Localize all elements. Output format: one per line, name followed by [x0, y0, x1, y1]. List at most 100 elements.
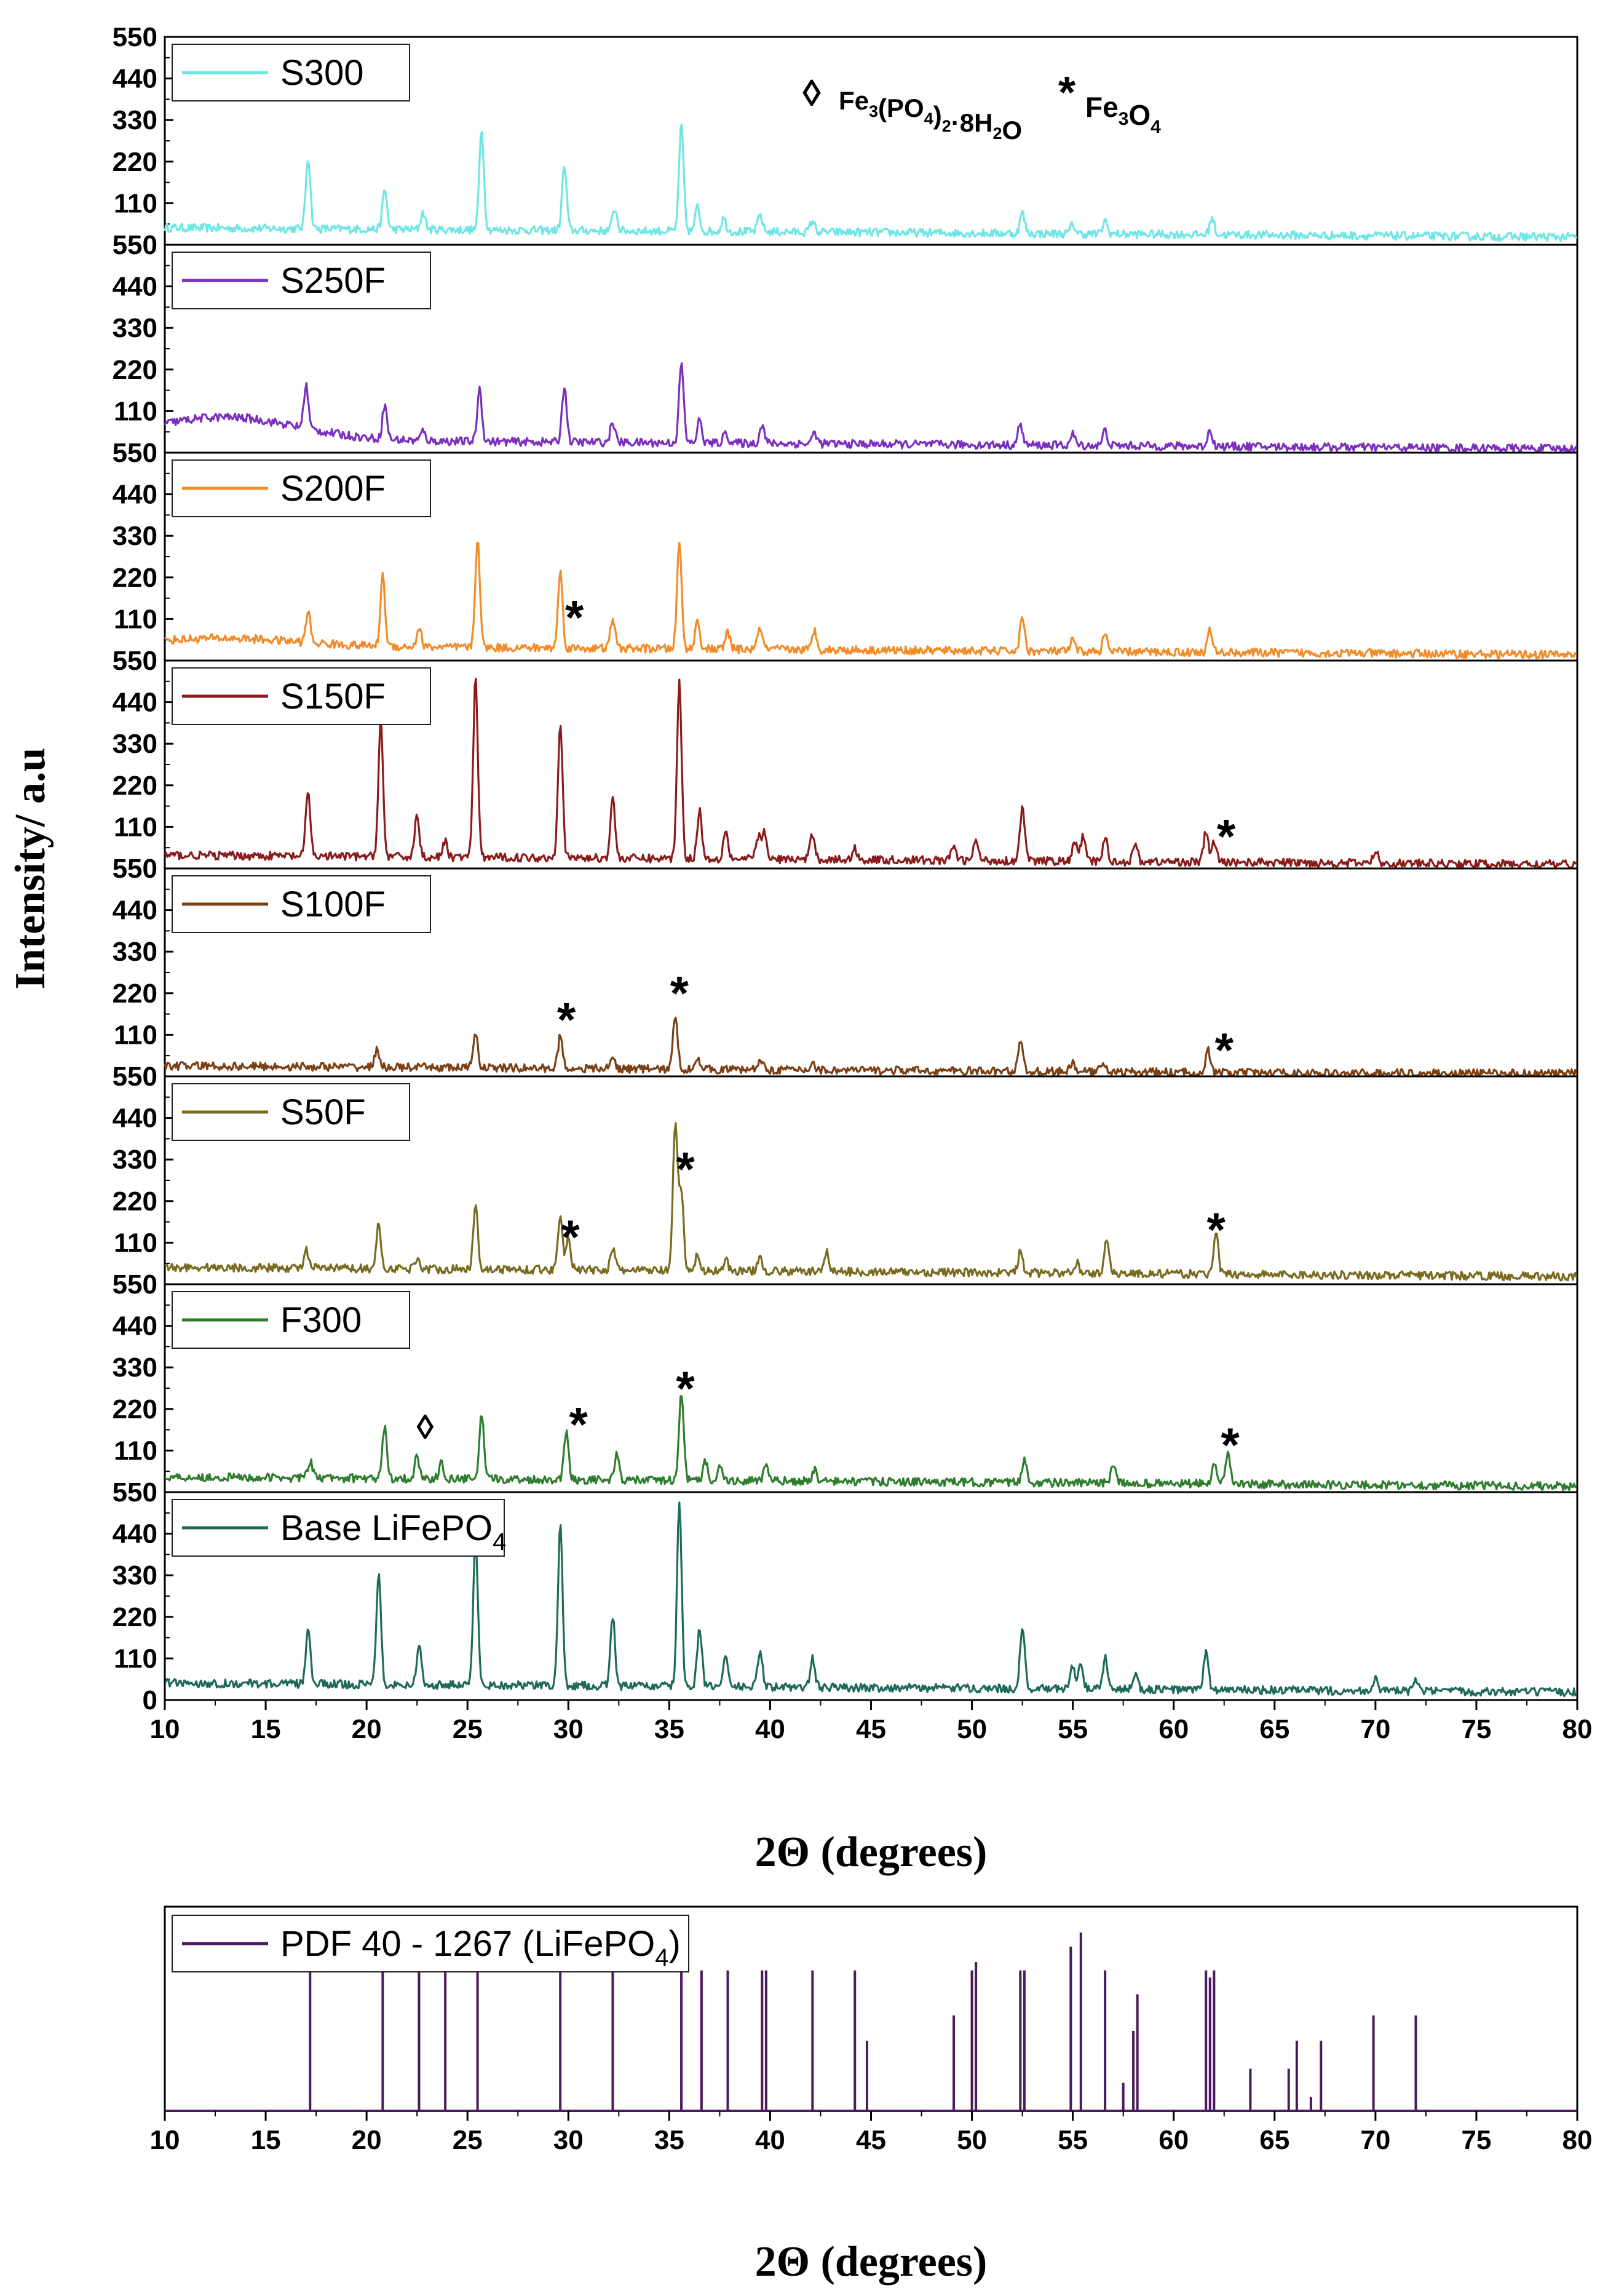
xrd-line-f300: [164, 1395, 1577, 1492]
x-tick-label: 10: [150, 1714, 180, 1744]
y-tick-label: 110: [114, 396, 157, 426]
y-tick-label: 220: [113, 147, 157, 177]
x-tick-label: 35: [654, 2125, 684, 2155]
legend-label: F300: [280, 1300, 362, 1340]
y-tick-label: 440: [113, 64, 157, 94]
y-tick-label: 330: [113, 1353, 157, 1383]
fe3o4-marker: *: [676, 1361, 695, 1415]
x-tick-label: 70: [1360, 2125, 1390, 2155]
y-tick-label: 110: [114, 1643, 157, 1674]
x-tick-label: 70: [1360, 1714, 1390, 1744]
fe3o4-marker: *: [557, 993, 576, 1047]
x-tick-label: 65: [1259, 1714, 1289, 1744]
y-tick-label: 550: [113, 438, 157, 468]
y-tick-label: 220: [113, 355, 157, 385]
y-tick-label: 440: [113, 688, 157, 718]
y-tick-label: 330: [113, 729, 157, 759]
y-tick-label: 440: [113, 896, 157, 926]
x-tick-label: 80: [1562, 2125, 1593, 2155]
y-tick-label: 330: [113, 937, 157, 967]
y-tick-label: 440: [113, 1103, 157, 1134]
y-tick-label: 220: [113, 979, 157, 1009]
y-tick-label: 550: [113, 1269, 157, 1300]
y-tick-label: 440: [113, 480, 157, 510]
y-tick-label: 550: [113, 1477, 157, 1507]
xrd-line-s300: [164, 123, 1578, 242]
x-tick-label: 30: [553, 1714, 584, 1744]
fe3o4-marker: *: [1217, 809, 1236, 864]
x-tick-label: 20: [352, 1714, 382, 1744]
phosphate-marker: ◊: [416, 1408, 434, 1447]
x-axis-title: 2Θ (degrees): [755, 1829, 988, 1876]
y-tick-label: 220: [113, 1394, 157, 1424]
x-tick-label: 20: [352, 2125, 382, 2155]
x-tick-label: 75: [1461, 2125, 1491, 2155]
x-tick-label: 60: [1158, 1714, 1189, 1744]
x-tick-label: 10: [150, 2125, 180, 2155]
fe3o4-marker: *: [1215, 1023, 1234, 1077]
fe3o4-marker: *: [676, 1142, 695, 1196]
xrd-line-base-lifepo: [164, 1501, 1577, 1698]
y-tick-label: 330: [113, 313, 157, 343]
y-tick-label: 440: [113, 1311, 157, 1341]
x-tick-label: 35: [654, 1714, 684, 1744]
y-tick-label: 110: [114, 812, 157, 842]
y-tick-label: 440: [113, 1519, 157, 1549]
legend-label: S150F: [280, 677, 386, 717]
fe3o4-marker: *: [670, 966, 689, 1020]
y-tick-label: 0: [143, 1685, 157, 1715]
x-tick-label: 80: [1562, 1714, 1593, 1744]
y-tick-label: 330: [113, 1560, 157, 1591]
x-tick-label: 65: [1259, 2125, 1289, 2155]
reference-x-axis-title: 2Θ (degrees): [755, 2238, 988, 2286]
fe3o4-marker: *: [1206, 1202, 1226, 1257]
y-tick-label: 330: [113, 521, 157, 551]
legend-label: S100F: [280, 884, 386, 924]
fe3o4-marker: *: [561, 1210, 580, 1264]
y-tick-label: 110: [114, 1436, 157, 1466]
fe3o4-marker: *: [565, 590, 584, 644]
x-tick-label: 40: [755, 2125, 785, 2155]
xrd-line-s250f: [164, 362, 1577, 453]
y-tick-label: 330: [113, 1145, 157, 1175]
x-tick-label: 60: [1158, 2125, 1189, 2155]
y-tick-label: 110: [114, 604, 157, 634]
legend-label: S50F: [280, 1092, 366, 1132]
legend-label: S200F: [280, 469, 386, 509]
x-tick-label: 30: [553, 2125, 584, 2155]
y-tick-label: 550: [113, 646, 157, 676]
x-tick-label: 45: [856, 1714, 886, 1744]
x-tick-label: 50: [957, 2125, 987, 2155]
x-tick-label: 15: [251, 2125, 281, 2155]
x-tick-label: 75: [1461, 1714, 1491, 1744]
x-tick-label: 50: [957, 1714, 987, 1744]
xrd-line-s150f: [164, 677, 1577, 869]
y-tick-label: 220: [113, 771, 157, 801]
y-tick-label: 550: [113, 1062, 157, 1092]
xrd-line-s100f: [164, 1016, 1578, 1077]
fe3o4-marker: *: [569, 1397, 588, 1451]
y-tick-label: 550: [113, 230, 157, 260]
x-tick-label: 40: [755, 1714, 785, 1744]
phosphate-legend-symbol: ◊: [802, 73, 821, 114]
y-tick-label: 220: [113, 1186, 157, 1217]
y-tick-label: 440: [113, 272, 157, 302]
fe3o4-legend-symbol: *: [1058, 68, 1075, 117]
xrd-line-s200f: [164, 541, 1577, 660]
y-tick-label: 550: [113, 854, 157, 884]
x-tick-label: 25: [453, 2125, 483, 2155]
phosphate-legend-label: Fe3(PO4)2·8H2O: [839, 86, 1022, 145]
legend-label: S250F: [280, 261, 386, 301]
xrd-line-s50f: [164, 1122, 1578, 1282]
y-tick-label: 220: [113, 1602, 157, 1632]
fe3o4-legend-label: Fe3O4: [1085, 91, 1161, 137]
x-tick-label: 55: [1058, 1714, 1088, 1744]
fe3o4-marker: *: [1221, 1418, 1240, 1472]
x-tick-label: 15: [251, 1714, 281, 1744]
legend-label: S300: [280, 53, 363, 93]
x-tick-label: 25: [453, 1714, 483, 1744]
y-tick-label: 550: [113, 22, 157, 52]
legend-label: Base LiFePO4: [280, 1508, 506, 1555]
reference-legend-label: PDF 40 - 1267 (LiFePO4): [280, 1924, 681, 1971]
